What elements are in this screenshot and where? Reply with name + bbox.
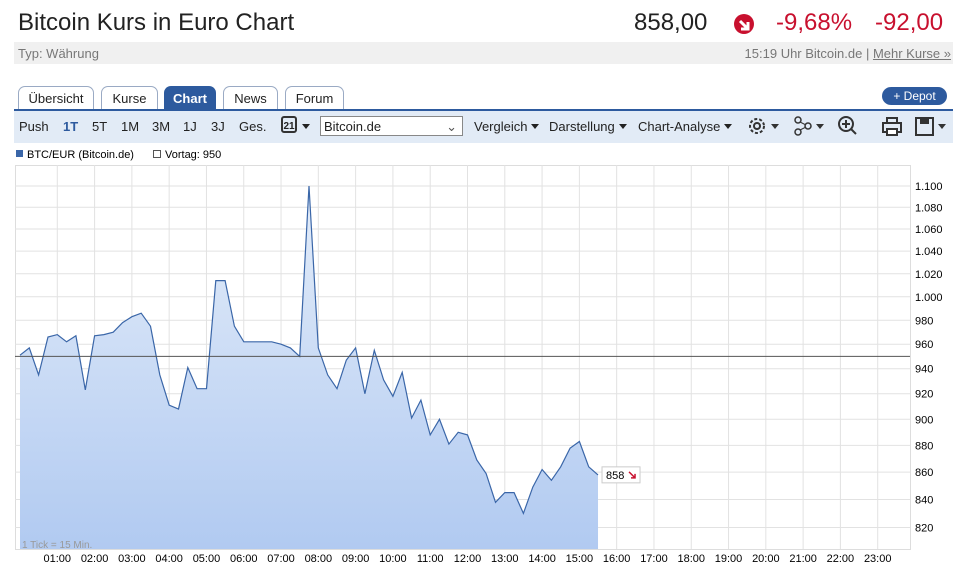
depot-button[interactable]: + Depot xyxy=(882,87,947,105)
toolbar xyxy=(14,109,953,143)
x-tick-label: 15:00 xyxy=(566,553,594,565)
legend-label: Vortag: 950 xyxy=(165,149,221,161)
x-tick-label: 22:00 xyxy=(827,553,855,565)
type-label: Typ: Währung xyxy=(18,46,99,61)
x-tick-label: 03:00 xyxy=(118,553,146,565)
x-tick-label: 09:00 xyxy=(342,553,370,565)
source-value: Bitcoin.de xyxy=(324,119,382,134)
legend-swatch xyxy=(153,150,161,158)
source-info: 15:19 Uhr Bitcoin.de | Mehr Kurse » xyxy=(744,46,951,61)
period[interactable]: 3J xyxy=(211,119,225,134)
menu[interactable]: Vergleich xyxy=(474,119,540,134)
x-tick-label: 10:00 xyxy=(379,553,407,565)
change-percent: -9,68% xyxy=(776,9,853,36)
legend-swatch xyxy=(16,150,23,157)
y-tick-label: 1.000 xyxy=(915,292,943,304)
last-value-arrow xyxy=(628,471,636,479)
x-tick-label: 07:00 xyxy=(267,553,295,565)
x-tick-label: 13:00 xyxy=(491,553,519,565)
y-tick-label: 840 xyxy=(915,495,933,507)
period[interactable]: 1J xyxy=(183,119,197,134)
chart: BTC/EUR (Bitcoin.de) Vortag: 950 820 840 8… xyxy=(15,149,943,565)
menu-label: Chart-Analyse xyxy=(638,119,721,134)
x-tick-label: 17:00 xyxy=(640,553,668,565)
x-tick-label: 18:00 xyxy=(677,553,705,565)
page-title: Bitcoin Kurs in Euro Chart xyxy=(18,9,295,36)
period[interactable]: Push xyxy=(19,119,49,134)
x-tick-label: 20:00 xyxy=(752,553,780,565)
x-tick-label: 04:00 xyxy=(155,553,183,565)
tab-active[interactable]: Chart xyxy=(164,86,216,110)
price: 858,00 xyxy=(634,9,708,36)
menu-label: Darstellung xyxy=(549,119,615,134)
period[interactable]: Ges. xyxy=(239,119,267,134)
legend-label: BTC/EUR (Bitcoin.de) xyxy=(27,149,134,161)
select-arrow: ⌄ xyxy=(446,119,457,134)
last-value-label: 858 xyxy=(606,470,624,482)
x-tick-label: 12:00 xyxy=(454,553,482,565)
tab[interactable]: News xyxy=(223,86,278,110)
menu[interactable]: Darstellung xyxy=(549,119,627,134)
x-tick-label: 01:00 xyxy=(44,553,72,565)
period[interactable]: 5T xyxy=(92,119,108,134)
tick-note: 1 Tick = 15 Min. xyxy=(22,540,92,551)
caret xyxy=(302,124,310,129)
x-tick-label: 14:00 xyxy=(528,553,556,565)
info-bar xyxy=(14,42,953,64)
y-tick-label: 940 xyxy=(915,364,933,376)
toolbar-icons[interactable] xyxy=(745,114,955,138)
x-tick-label: 19:00 xyxy=(715,553,743,565)
y-tick-label: 900 xyxy=(915,414,933,426)
last-value-box xyxy=(601,466,641,484)
y-tick-label: 860 xyxy=(915,467,933,479)
x-tick-label: 06:00 xyxy=(230,553,258,565)
period[interactable]: 3M xyxy=(152,119,171,134)
menu[interactable]: Chart-Analyse xyxy=(638,119,733,134)
period[interactable]: 1M xyxy=(121,119,140,134)
plot-frame xyxy=(15,165,911,550)
x-tick-label: 11:00 xyxy=(417,553,444,565)
menu-label: Vergleich xyxy=(474,119,528,134)
time-source: 15:19 Uhr Bitcoin.de xyxy=(744,46,863,61)
y-tick-label: 1.100 xyxy=(915,181,943,193)
y-tick-label: 820 xyxy=(915,523,933,535)
tab[interactable]: Kurse xyxy=(101,86,158,110)
source-select[interactable]: Bitcoin.de ⌄ xyxy=(320,116,463,136)
tab[interactable]: Übersicht xyxy=(18,86,94,110)
x-tick-label: 05:00 xyxy=(193,553,221,565)
y-tick-label: 960 xyxy=(915,339,933,351)
y-tick-label: 980 xyxy=(915,315,933,327)
period-active[interactable]: 1T xyxy=(63,119,79,134)
y-tick-label: 1.080 xyxy=(915,202,943,214)
tab[interactable]: Forum xyxy=(285,86,344,110)
y-tick-label: 1.020 xyxy=(915,269,943,281)
more-link[interactable]: Mehr Kurse » xyxy=(872,46,951,61)
y-tick-label: 1.060 xyxy=(915,224,943,236)
y-tick-label: 920 xyxy=(915,389,933,401)
down-icon xyxy=(734,14,754,34)
x-tick-label: 23:00 xyxy=(864,553,892,565)
x-tick-label: 02:00 xyxy=(81,553,109,565)
calendar-icon[interactable]: 21 xyxy=(281,116,297,133)
y-tick-label: 1.040 xyxy=(915,246,943,258)
y-tick-label: 880 xyxy=(915,440,933,452)
x-tick-label: 08:00 xyxy=(305,553,333,565)
area xyxy=(20,186,599,549)
x-tick-label: 16:00 xyxy=(603,553,631,565)
price-line xyxy=(19,185,599,516)
change-absolute: -92,00 xyxy=(875,9,944,36)
x-tick-label: 21:00 xyxy=(789,553,817,565)
